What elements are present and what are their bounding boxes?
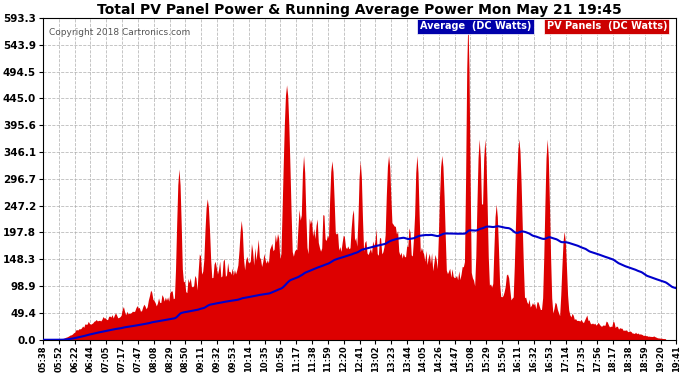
Text: PV Panels  (DC Watts): PV Panels (DC Watts) xyxy=(546,21,667,31)
Text: Average  (DC Watts): Average (DC Watts) xyxy=(420,21,531,31)
Title: Total PV Panel Power & Running Average Power Mon May 21 19:45: Total PV Panel Power & Running Average P… xyxy=(97,3,622,17)
Text: Copyright 2018 Cartronics.com: Copyright 2018 Cartronics.com xyxy=(49,28,190,37)
